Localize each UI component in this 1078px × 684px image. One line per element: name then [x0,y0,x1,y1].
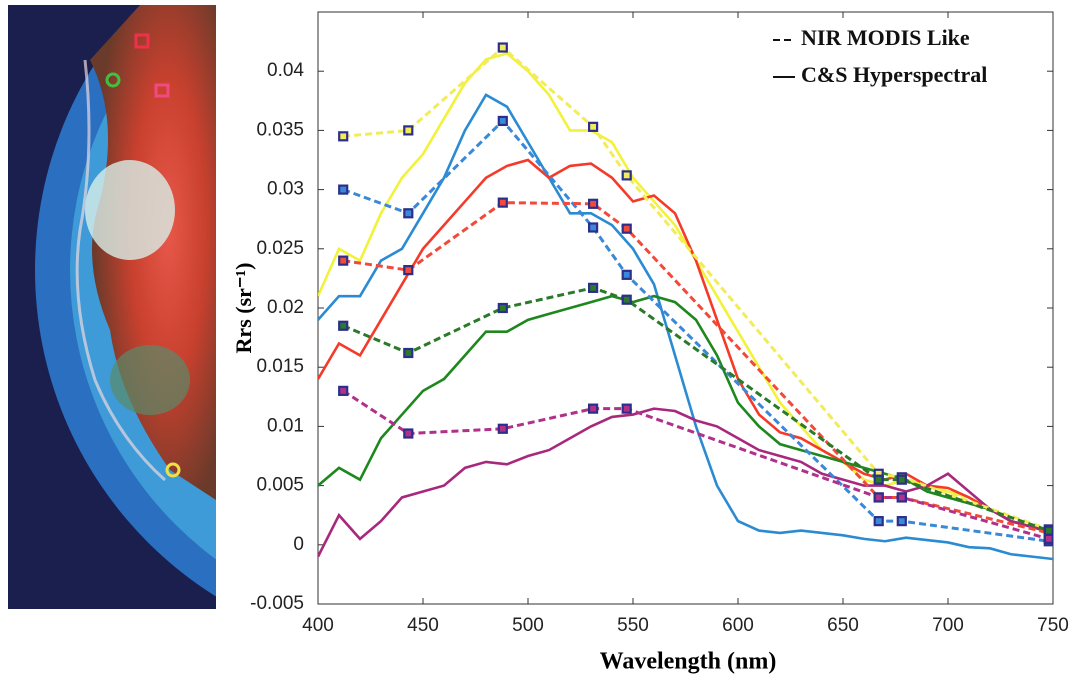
marker [1043,533,1053,544]
marker [873,474,884,485]
x-tick-label: 700 [932,615,964,636]
marker [873,492,884,503]
marker [587,222,599,233]
x-tick-label: 650 [827,615,859,636]
y-tick-label: -0.005 [250,593,304,614]
marker [896,492,907,503]
marker [338,385,349,396]
x-tick-label: 450 [407,615,439,636]
marker [896,516,907,527]
plot-frame [317,11,1054,605]
marker [403,265,414,276]
marker [403,428,414,439]
marker [403,125,414,136]
solid-line [318,294,1053,535]
marker [621,403,632,414]
x-tick-label: 600 [722,615,754,636]
y-tick-label: 0.015 [256,356,304,377]
marker [338,320,349,331]
marker [587,121,599,132]
marker [621,223,632,234]
x-tick-label: 400 [302,615,334,636]
y-tick-label: 0.005 [256,475,304,496]
marker [621,294,632,305]
marker [621,170,632,181]
marker [338,184,349,195]
marker [896,474,907,485]
marker [497,302,508,314]
marker [497,197,508,208]
marker [1043,525,1053,536]
marker [587,198,599,209]
legend-label: C&S Hyperspectral [801,62,987,87]
y-tick-label: 0.025 [256,238,304,259]
marker [587,282,599,293]
marker [621,269,632,280]
satellite-image [8,5,216,609]
y-tick-label: 0.02 [267,297,304,318]
marker [587,403,599,414]
plot-area [318,42,1053,561]
y-tick-label: 0.035 [256,119,304,140]
marker [497,115,508,127]
legend-label: NIR MODIS Like [801,25,970,50]
y-tick-label: 0.01 [267,415,304,436]
marker [403,208,414,219]
solid-line [318,407,1053,558]
y-axis-label: Rrs (sr⁻¹) [231,263,256,354]
x-tick-label: 550 [617,615,649,636]
marker [338,255,349,266]
x-tick-label: 500 [512,615,544,636]
y-tick-label: 0 [293,534,304,555]
marker [873,516,884,527]
x-axis-label: Wavelength (nm) [600,649,777,675]
y-tick-label: 0.04 [267,60,304,81]
marker [497,42,508,53]
y-tick-label: 0.03 [267,179,304,200]
marker [338,131,349,142]
x-tick-label: 750 [1037,615,1069,636]
marker [497,423,508,434]
marker [403,347,414,359]
